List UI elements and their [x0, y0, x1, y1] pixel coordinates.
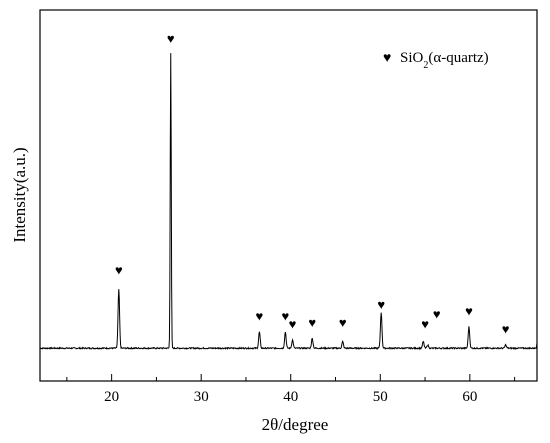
legend-marker: ♥ [383, 51, 391, 66]
legend-label-rest: (α-quartz) [428, 50, 488, 66]
x-tick-label: 50 [373, 389, 388, 405]
peak-marker: ♥ [377, 297, 385, 312]
peak-markers: ♥♥♥ ♥♥ ♥ ♥♥♥♥ ♥♥ [115, 31, 510, 336]
x-axis-ticks: 20 30 40 50 60 [66, 374, 516, 405]
plot-frame [39, 9, 538, 382]
xrd-pattern-line [39, 53, 538, 351]
legend: ♥ SiO2(α-quartz) [383, 50, 489, 71]
y-axis-label: Intensity(a.u.) [10, 147, 29, 242]
x-axis-label: 2θ/degree [262, 415, 329, 434]
peak-marker: ♥ [502, 321, 510, 336]
peak-marker: ♥ [256, 308, 264, 323]
legend-label-main: SiO [400, 50, 424, 66]
peak-marker: ♥ [308, 315, 316, 330]
legend-label-subscript: 2 [423, 60, 428, 71]
x-tick-label: 40 [283, 389, 298, 405]
x-tick-label: 60 [462, 389, 477, 405]
peak-marker: ♥ [339, 315, 347, 330]
x-tick-label: 30 [194, 389, 209, 405]
peak-marker: ♥ [433, 307, 441, 322]
x-tick-label: 20 [104, 389, 119, 405]
xrd-pattern [39, 53, 538, 351]
legend-label: SiO2(α-quartz) [400, 50, 489, 71]
peak-marker: ♥ [115, 262, 123, 277]
peak-marker: ♥ [465, 303, 473, 318]
peak-marker: ♥ [289, 317, 297, 332]
peak-marker: ♥ [421, 317, 429, 332]
peak-marker: ♥ [167, 31, 175, 46]
peak-marker: ♥ [282, 308, 290, 323]
